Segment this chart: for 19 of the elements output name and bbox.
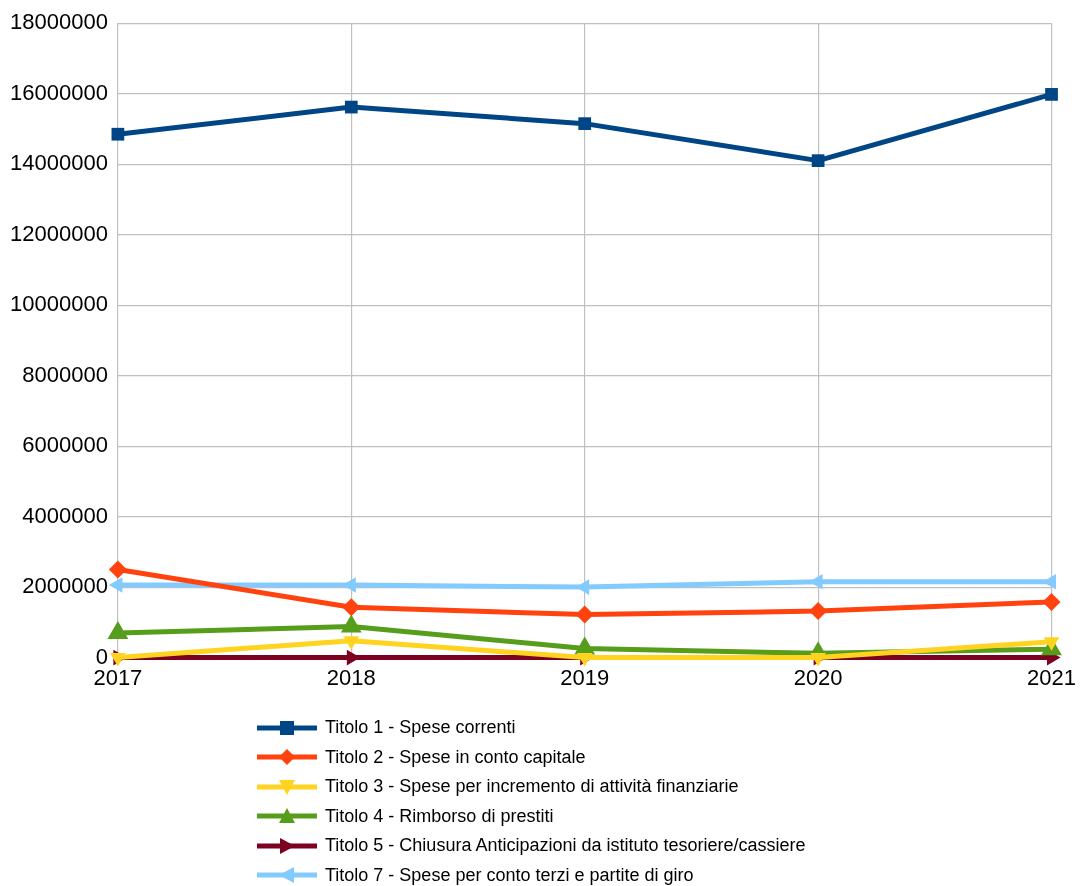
legend-label: Titolo 2 - Spese in conto capitale — [325, 746, 586, 768]
y-tick-label: 16000000 — [9, 79, 108, 105]
legend-label: Titolo 3 - Spese per incremento di attività finanziarie — [325, 776, 739, 798]
y-tick-label: 2000000 — [22, 573, 108, 599]
y-tick-label: 12000000 — [9, 220, 108, 246]
legend-label: Titolo 7 - Spese per conto terzi e partite di giro — [325, 864, 694, 886]
y-tick-label: 8000000 — [22, 361, 108, 387]
y-tick-label: 18000000 — [9, 9, 108, 35]
y-tick-label: 14000000 — [9, 150, 108, 176]
x-tick-label: 2018 — [326, 664, 376, 690]
x-tick-label: 2019 — [560, 664, 610, 690]
y-tick-label: 6000000 — [22, 432, 108, 458]
x-tick-label: 2020 — [793, 664, 843, 690]
legend-label: Titolo 5 - Chiusura Anticipazioni da istituto tesoriere/cassiere — [325, 835, 806, 857]
y-tick-label: 4000000 — [22, 502, 108, 528]
x-tick-label: 2021 — [1027, 664, 1077, 690]
legend-label: Titolo 4 - Rimborso di prestiti — [325, 805, 554, 827]
y-tick-label: 10000000 — [9, 291, 108, 317]
legend-label: Titolo 1 - Spese correnti — [325, 717, 516, 739]
